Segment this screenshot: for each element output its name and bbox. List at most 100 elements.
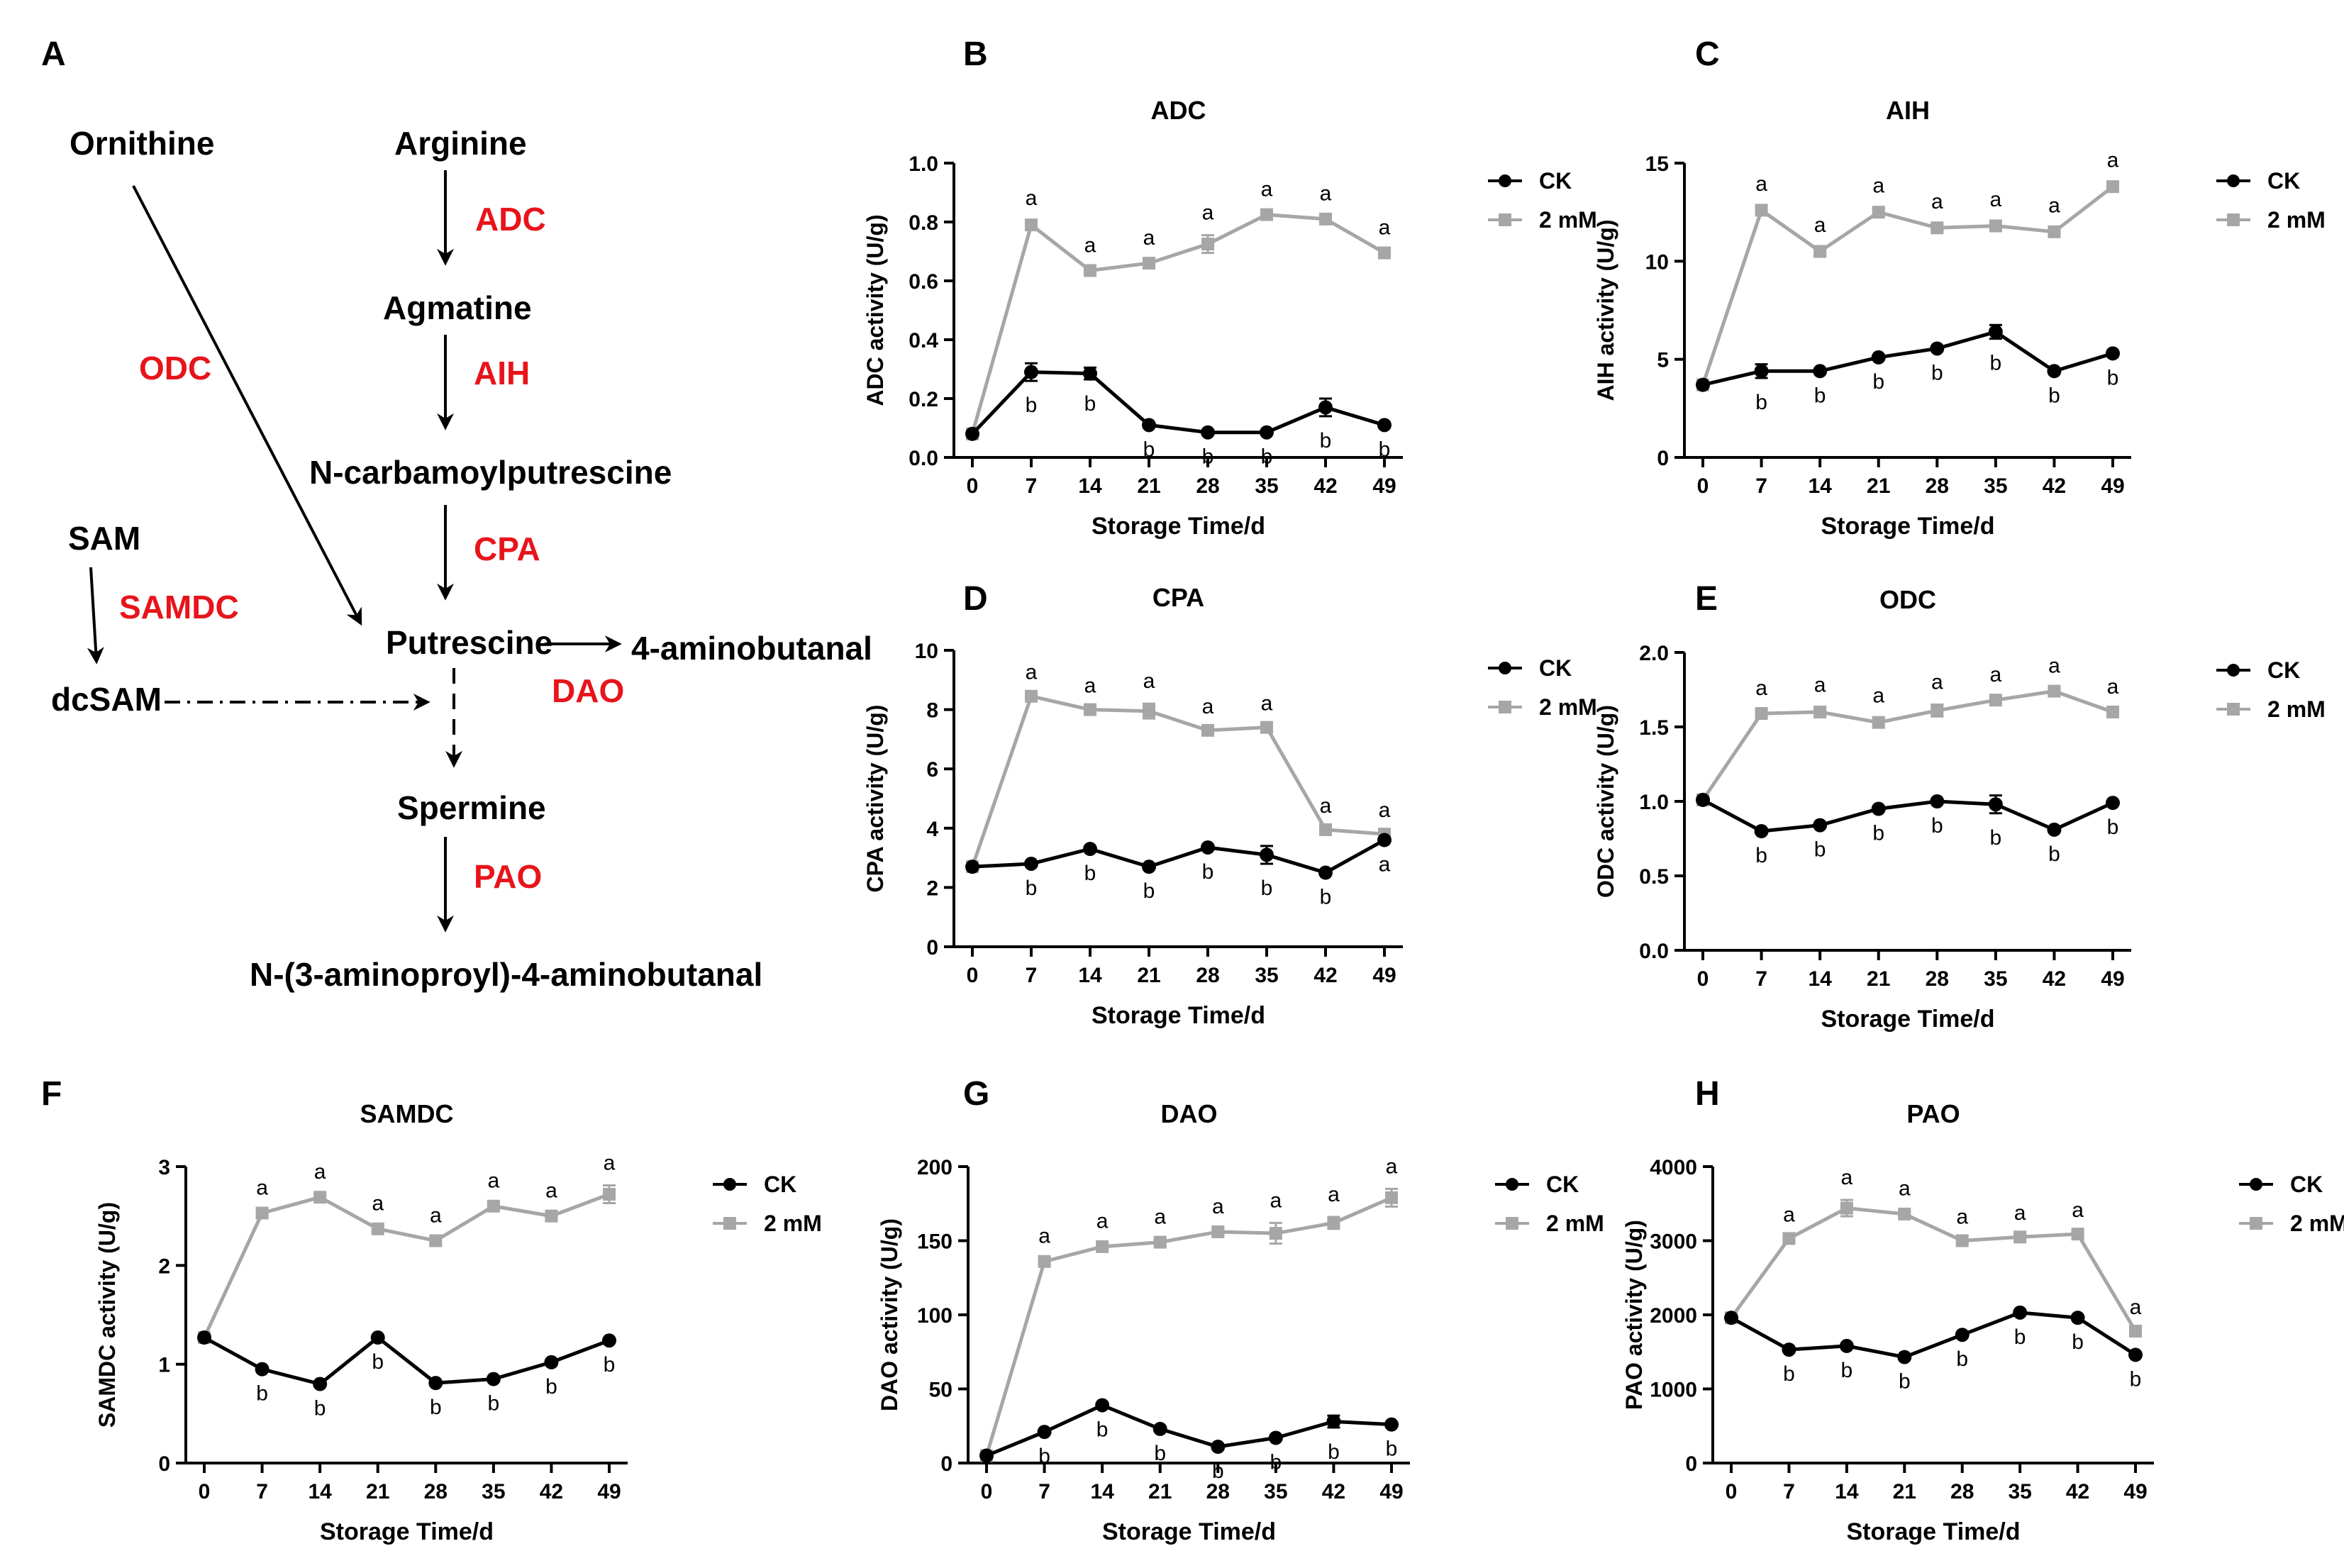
x-tick-label-c: 7 xyxy=(1755,474,1767,498)
x-tick-label-h: 42 xyxy=(2066,1480,2089,1503)
data-point-f-2mm xyxy=(371,1222,384,1235)
series-line-e-2mm xyxy=(1701,689,2114,801)
significance-label-h: a xyxy=(2072,1199,2084,1222)
significance-label-e: b xyxy=(1931,814,1943,838)
panel-label-f: F xyxy=(41,1075,62,1113)
significance-label-g: b xyxy=(1386,1438,1398,1461)
x-tick-label-e: 7 xyxy=(1755,967,1767,991)
y-tick-label-f: 2 xyxy=(158,1255,170,1278)
y-tick-label-f: 1 xyxy=(158,1354,170,1377)
data-point-f-2mm xyxy=(545,1209,558,1223)
arrow-ornithine-putrescine xyxy=(132,185,362,626)
y-tick-label-e: 2.0 xyxy=(1639,642,1669,665)
y-tick-label-c: 10 xyxy=(1645,250,1669,274)
x-tick-label-c: 42 xyxy=(2043,474,2066,498)
x-axis-label-c: Storage Time/d xyxy=(1821,513,1995,540)
chart-panel-h: H PAO 0 1000 2000 3000 4000 0 7 14 21 28 35 42 49 Stora… xyxy=(1621,1075,2344,1545)
data-point-d-ck xyxy=(1377,833,1392,847)
significance-label-f: a xyxy=(256,1176,268,1199)
data-point-h-2mm xyxy=(1898,1207,1911,1221)
y-axis-label-h: PAO activity (U/g) xyxy=(1621,1220,1647,1410)
x-tick-label-d: 35 xyxy=(1255,964,1278,987)
significance-label-g: a xyxy=(1038,1225,1050,1248)
panel-label-d: D xyxy=(963,580,988,618)
data-point-h-ck xyxy=(2128,1347,2143,1362)
significance-label-c: b xyxy=(2107,366,2119,389)
y-tick-label-h: 4000 xyxy=(1650,1156,1697,1179)
data-point-b-ck xyxy=(1377,418,1392,433)
data-point-e-2mm xyxy=(2106,706,2119,718)
legend-label-c: 2 mM xyxy=(2267,207,2326,233)
y-tick-label-g: 50 xyxy=(929,1379,952,1402)
x-tick-label-b: 0 xyxy=(967,474,979,498)
y-tick-label-c: 5 xyxy=(1657,349,1669,372)
y-tick-label-h: 1000 xyxy=(1650,1379,1697,1402)
x-tick-label-b: 21 xyxy=(1137,474,1160,498)
data-point-e-2mm xyxy=(1989,694,2002,707)
significance-label-c: a xyxy=(2048,194,2060,217)
data-point-c-2mm xyxy=(1813,245,1827,258)
significance-label-c: a xyxy=(1755,172,1767,196)
significance-label-f: a xyxy=(314,1160,326,1184)
significance-label-e: a xyxy=(1931,671,1943,694)
data-point-d-ck xyxy=(1318,865,1333,880)
x-tick-label-f: 28 xyxy=(424,1480,448,1503)
significance-label-g: b xyxy=(1154,1442,1166,1465)
enzyme-samdc: SAMDC xyxy=(119,589,239,625)
metabolite-sam: SAM xyxy=(68,520,140,557)
data-point-e-ck xyxy=(1871,801,1886,816)
x-tick-label-g: 28 xyxy=(1206,1480,1230,1503)
x-tick-label-c: 28 xyxy=(1926,474,1949,498)
x-axis-label-e: Storage Time/d xyxy=(1821,1006,1995,1033)
data-point-e-ck xyxy=(1988,797,2003,812)
significance-label-f: b xyxy=(604,1353,616,1377)
legend-label-d: CK xyxy=(1539,655,1572,681)
panel-label-h: H xyxy=(1695,1075,1720,1113)
legend-marker-b xyxy=(1499,213,1511,226)
y-tick-label-c: 0 xyxy=(1657,447,1669,470)
significance-label-d: a xyxy=(1143,669,1155,693)
significance-label-d: b xyxy=(1261,877,1273,900)
significance-label-e: b xyxy=(1755,844,1767,867)
data-point-f-ck xyxy=(544,1355,559,1369)
significance-label-b: b xyxy=(1320,429,1332,452)
x-tick-label-d: 49 xyxy=(1372,964,1396,987)
chart-title-g: DAO xyxy=(1161,1099,1218,1128)
significance-label-h: b xyxy=(2130,1367,2142,1391)
significance-label-c: a xyxy=(1931,190,1943,213)
legend-marker-d xyxy=(1499,662,1511,674)
y-tick-label-f: 0 xyxy=(158,1452,170,1476)
significance-label-h: b xyxy=(1841,1359,1853,1382)
significance-label-f: b xyxy=(430,1396,442,1419)
x-tick-label-d: 7 xyxy=(1026,964,1038,987)
panel-label-e: E xyxy=(1695,580,1718,618)
significance-label-g: a xyxy=(1386,1155,1398,1178)
x-tick-label-e: 0 xyxy=(1697,967,1709,991)
y-tick-label-b: 0.0 xyxy=(909,447,938,470)
significance-label-f: b xyxy=(256,1382,268,1406)
x-tick-label-g: 35 xyxy=(1264,1480,1287,1503)
significance-label-h: a xyxy=(1841,1166,1853,1189)
x-tick-label-e: 14 xyxy=(1808,967,1832,991)
data-point-b-2mm xyxy=(1025,218,1038,232)
significance-label-f: b xyxy=(314,1397,326,1420)
data-point-d-ck xyxy=(1260,847,1274,862)
data-point-b-2mm xyxy=(1201,238,1214,251)
significance-label-c: b xyxy=(1990,352,2002,375)
significance-label-e: a xyxy=(1755,677,1767,700)
significance-label-h: b xyxy=(1783,1362,1795,1386)
legend-marker-g xyxy=(1506,1217,1518,1230)
data-point-f-ck xyxy=(255,1362,270,1377)
data-point-d-ck xyxy=(965,860,979,874)
data-point-e-ck xyxy=(2047,822,2062,837)
data-point-d-2mm xyxy=(1319,823,1332,836)
legend-label-g: CK xyxy=(1546,1172,1579,1197)
significance-label-f: b xyxy=(488,1392,500,1416)
data-point-e-2mm xyxy=(1872,716,1885,729)
data-point-h-ck xyxy=(2013,1305,2028,1320)
significance-label-e: b xyxy=(2107,816,2119,839)
y-tick-label-f: 3 xyxy=(158,1156,170,1179)
significance-label-e: a xyxy=(1990,663,2002,686)
series-line-b-ck xyxy=(971,370,1385,435)
significance-label-g: a xyxy=(1328,1183,1340,1206)
